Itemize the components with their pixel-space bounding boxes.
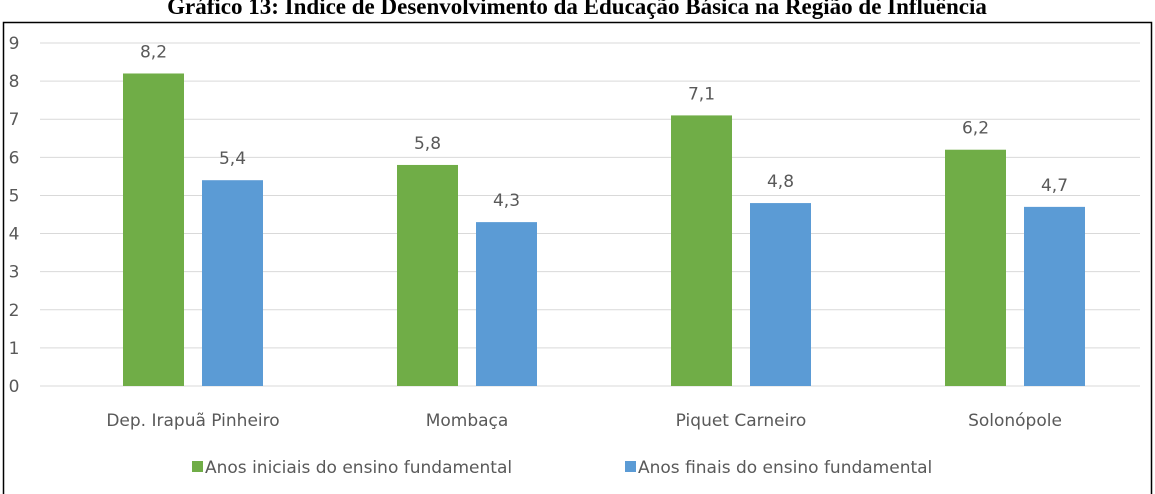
legend-swatch bbox=[625, 461, 636, 472]
bar bbox=[123, 73, 184, 386]
data-label: 6,2 bbox=[962, 119, 989, 139]
y-tick-label: 1 bbox=[9, 339, 20, 359]
x-tick-label: Piquet Carneiro bbox=[676, 411, 807, 431]
y-tick-label: 6 bbox=[9, 148, 20, 168]
data-label: 5,4 bbox=[219, 149, 246, 169]
data-label: 4,3 bbox=[493, 191, 520, 211]
y-tick-label: 8 bbox=[9, 72, 20, 92]
y-tick-label: 2 bbox=[9, 301, 20, 321]
y-tick-label: 4 bbox=[9, 225, 20, 245]
bar bbox=[671, 115, 732, 387]
y-tick-label: 0 bbox=[9, 377, 20, 397]
data-label: 5,8 bbox=[414, 134, 441, 154]
bar bbox=[1024, 206, 1085, 386]
data-label: 8,2 bbox=[140, 42, 167, 62]
data-label: 7,1 bbox=[688, 84, 715, 104]
y-tick-label: 9 bbox=[9, 34, 20, 54]
bar bbox=[945, 149, 1006, 386]
legend-label: Anos iniciais do ensino fundamental bbox=[205, 458, 512, 478]
bar bbox=[476, 222, 537, 386]
y-tick-label: 7 bbox=[9, 110, 20, 130]
data-label: 4,7 bbox=[1041, 176, 1068, 196]
y-tick-label: 3 bbox=[9, 263, 20, 283]
x-tick-label: Mombaça bbox=[426, 411, 509, 431]
x-tick-label: Dep. Irapuã Pinheiro bbox=[106, 411, 279, 431]
chart-title: Gráfico 13: Índice de Desenvolvimento da… bbox=[167, 0, 987, 19]
x-tick-label: Solonópole bbox=[968, 411, 1062, 431]
bar bbox=[397, 164, 458, 386]
data-label: 4,8 bbox=[767, 172, 794, 192]
y-tick-label: 5 bbox=[9, 186, 20, 206]
legend-label: Anos finais do ensino fundamental bbox=[638, 458, 932, 478]
bar bbox=[750, 203, 811, 386]
legend-swatch bbox=[192, 461, 203, 472]
bar bbox=[202, 180, 263, 386]
